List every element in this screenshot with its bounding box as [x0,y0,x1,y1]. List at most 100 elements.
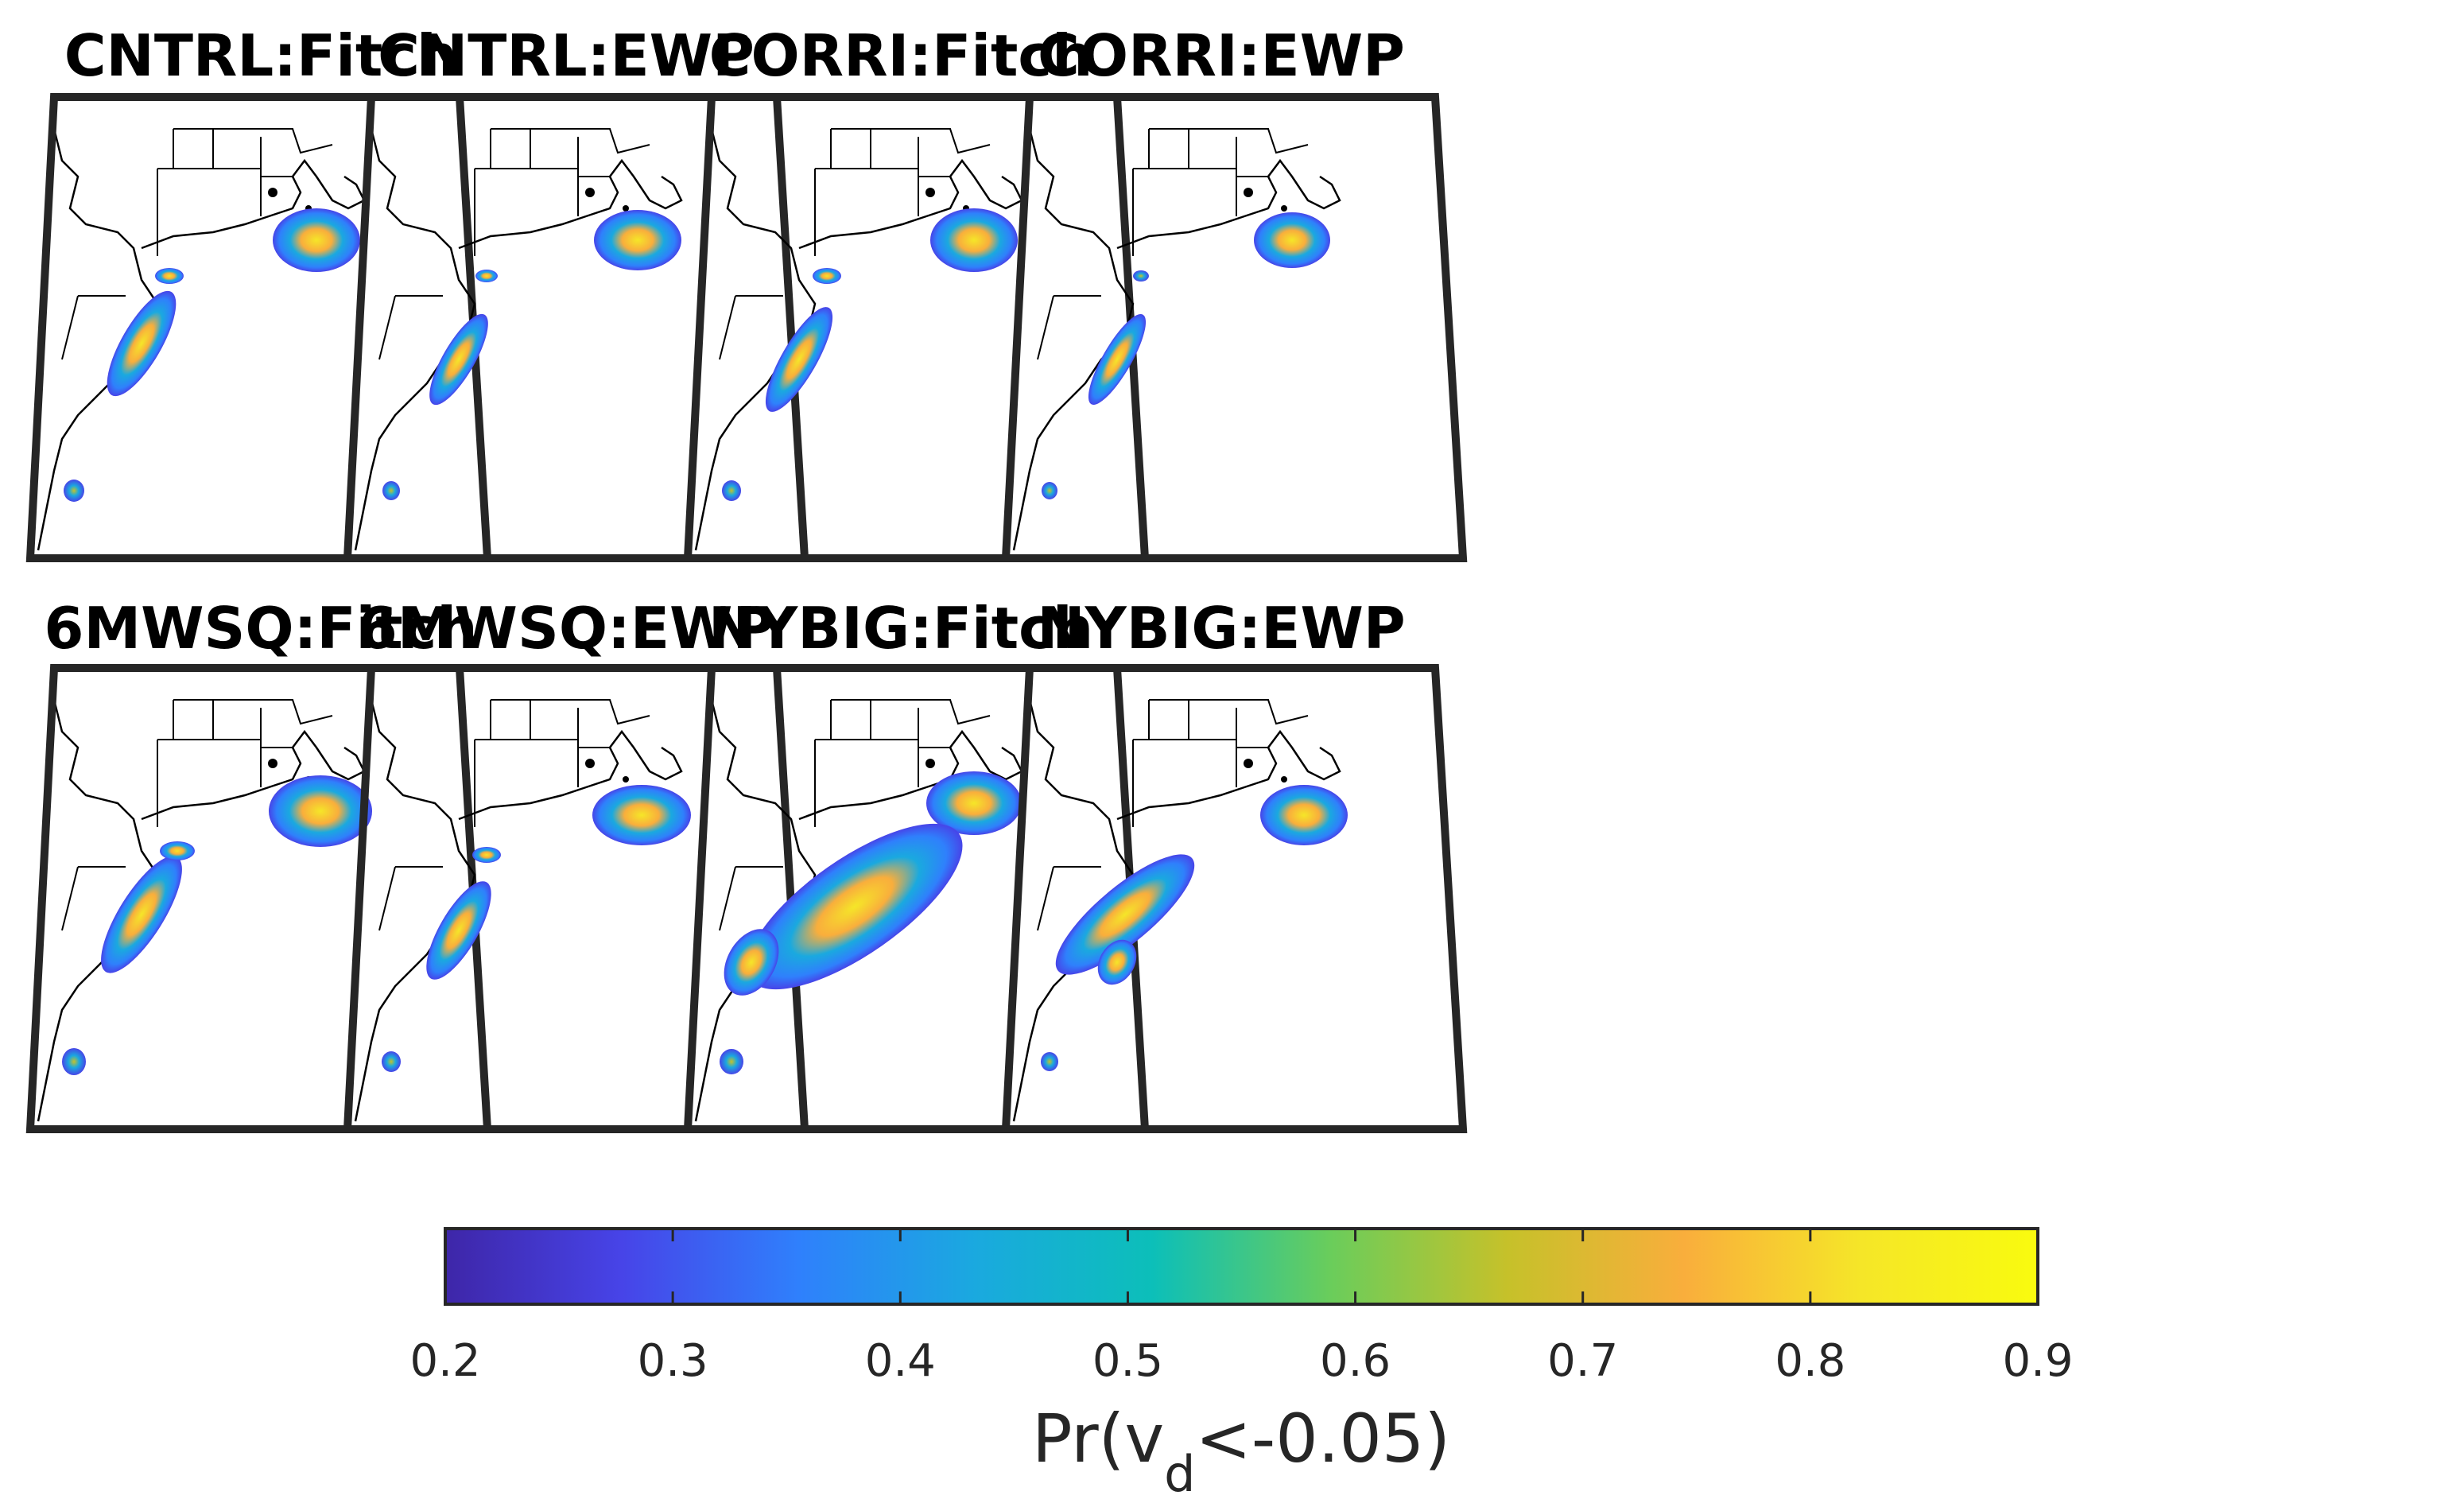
map-panel [343,664,809,1133]
panel-title: NYBIG:EWP [1037,595,1405,662]
state-border [61,295,79,360]
probability-region [273,208,360,272]
probability-region [475,270,498,282]
colorbar-label-suffix: <-0.05) [1196,1400,1451,1478]
island-mark [623,205,629,212]
island-mark [268,759,277,768]
map-frame [25,664,492,1133]
map-panel [683,664,1150,1133]
state-border [1149,699,1309,725]
island-mark [623,776,629,783]
island-mark [925,759,935,768]
state-border [475,168,579,216]
colorbar-gradient [444,1227,2039,1306]
state-border [491,128,650,154]
probability-region [1042,482,1057,499]
map-panel [25,664,492,1133]
probability-region [765,307,833,412]
map-frame [683,93,1150,562]
state-border [1133,168,1237,216]
panels-group: CNTRL:FitchCNTRL:EWPCORRI:FitchCORRI:EWP… [25,22,1468,1133]
probability-region [64,480,84,502]
map-panel [1001,93,1468,562]
probability-region [1260,785,1348,845]
state-border [173,128,333,154]
state-border [815,168,919,216]
probability-region [426,881,491,980]
probability-region [160,841,195,860]
state-border [378,295,396,360]
colorbar-label: Pr(vd<-0.05) [1032,1400,1450,1503]
probability-region [1097,939,1137,985]
island-mark [268,188,277,197]
state-border [1037,866,1054,931]
colorbar-tick-label: 0.9 [2002,1335,2073,1387]
probability-region [472,847,501,863]
colorbar-tick-label: 0.8 [1775,1335,1845,1387]
colorbar-label-prefix: Pr(v [1032,1400,1164,1478]
panel-title: 6MWSQ:EWP [358,595,774,662]
state-border [173,699,333,725]
colorbar-tick-label: 0.6 [1320,1335,1391,1387]
state-border [719,866,736,931]
probability-region [269,775,372,847]
colorbar-tick-label: 0.4 [865,1335,936,1387]
panel-title: CNTRL:Fitch [64,22,458,89]
map-frame [1001,664,1468,1133]
island-mark [585,188,595,197]
probability-region [1133,270,1149,282]
probability-region [720,1049,743,1074]
probability-region [930,208,1018,272]
probability-region [62,1048,86,1075]
probability-region [926,771,1022,835]
map-frame [1001,93,1468,562]
island-mark [1281,776,1287,783]
probability-region [594,210,681,270]
probability-region [107,290,177,397]
colorbar-tick-label: 0.3 [638,1335,708,1387]
probability-region [722,480,741,501]
colorbar: 0.2 0.3 0.4 0.5 0.6 0.7 0.8 0.9 Pr(vd<-0.05) [409,1227,2074,1503]
probability-region [592,785,691,845]
island-mark [585,759,595,768]
state-border [1149,128,1309,154]
probability-region [1041,1052,1058,1071]
panel-title: 6MWSQ:Fitch [44,595,477,662]
probability-region [429,313,488,406]
probability-region [1088,313,1147,406]
probability-region [1254,212,1330,268]
colorbar-tick-label: 0.2 [409,1335,480,1387]
colorbar-tick-label: 0.7 [1547,1335,1618,1387]
state-border [831,699,991,725]
colorbar-tick-label: 0.5 [1092,1335,1163,1387]
island-mark [1281,205,1287,212]
island-mark [1244,759,1253,768]
panel-title: CNTRL:EWP [378,22,755,89]
probability-region [724,929,779,996]
state-border [719,295,736,360]
state-border [157,739,262,787]
probability-region [382,1051,401,1072]
map-panel [683,93,1150,562]
state-border [815,739,919,787]
map-panel [1001,664,1468,1133]
state-border [1133,739,1237,787]
state-border [831,128,991,154]
panel-title: CORRI:Fitch [709,22,1093,89]
state-border [61,866,79,931]
probability-region [382,481,400,500]
state-border [491,699,650,725]
probability-region [1055,854,1195,975]
island-mark [1244,188,1253,197]
state-border [475,739,579,787]
coastline [1012,128,1135,551]
probability-region [155,268,184,284]
probability-region [101,856,182,973]
panel-title: NYBIG:Fitch [708,595,1093,662]
state-border [157,168,262,216]
state-border [1037,295,1054,360]
probability-region [747,823,963,990]
map-panel [25,93,492,562]
map-frame [25,93,492,562]
